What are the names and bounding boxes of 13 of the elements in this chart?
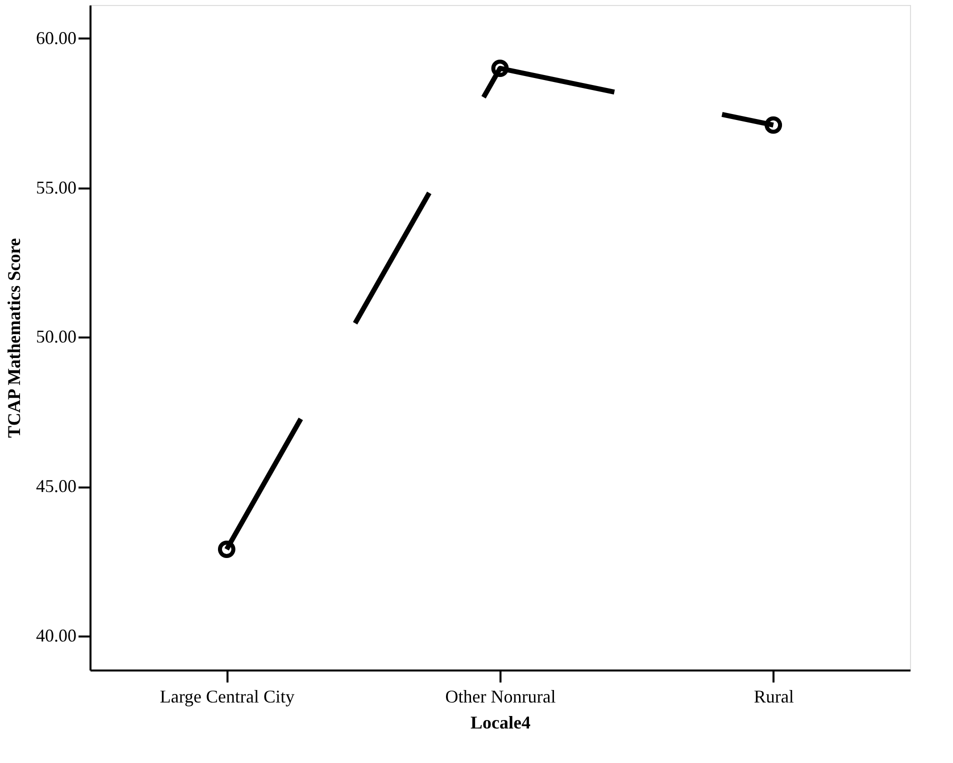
- x-axis-title: Locale4: [470, 712, 530, 732]
- y-tick-label: 50.00: [36, 326, 76, 347]
- point: [218, 540, 236, 558]
- y-tick-label: 55.00: [36, 177, 76, 198]
- y-tick-label: 60.00: [36, 28, 76, 48]
- y-tick-label: 45.00: [36, 476, 76, 496]
- x-tick-label: Other Nonrural: [445, 686, 556, 706]
- y-axis-title: TCAP Mathematics Score: [4, 238, 24, 438]
- x-tick-label: Large Central City: [160, 686, 294, 706]
- point: [491, 60, 509, 78]
- point: [764, 116, 782, 134]
- x-tick-label: Rural: [754, 686, 794, 706]
- y-tick-label: 40.00: [36, 625, 76, 646]
